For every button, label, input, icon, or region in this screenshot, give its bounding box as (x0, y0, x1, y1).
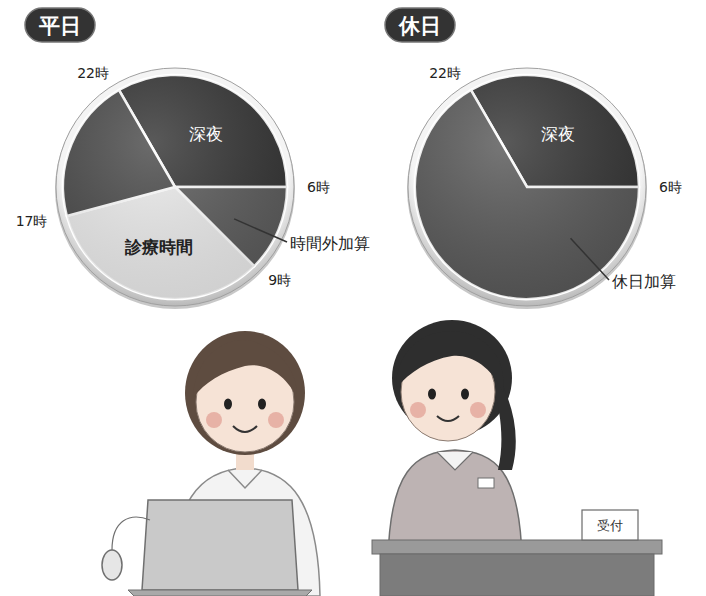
cheek (410, 402, 426, 418)
title-badge (25, 8, 95, 42)
slice-label: 深夜 (189, 124, 223, 144)
pie-rim (408, 68, 646, 306)
slice-label: 深夜 (541, 124, 575, 144)
title-badge (385, 8, 455, 42)
pie-shadow (55, 69, 295, 309)
cheek (470, 402, 486, 418)
mouth (437, 416, 459, 421)
eye (224, 399, 232, 410)
mouse (102, 550, 122, 580)
tick-label: 22時 (77, 65, 109, 81)
figure: 深夜時間外加算 診療時間 22時 6時 9時 17時 平日深夜休日加算 22時 6時 休日受付 (0, 0, 706, 596)
hair-back (185, 331, 305, 455)
eye (258, 399, 266, 410)
pie-chart: 深夜時間外加算 診療時間 22時 6時 9時 17時 平日 (16, 8, 370, 309)
illustrations: 受付 (102, 320, 662, 596)
desk-front (380, 554, 654, 596)
slices (63, 75, 287, 299)
pie-rim (56, 68, 294, 306)
pie-slice (415, 90, 639, 299)
chart-title: 平日 (38, 14, 81, 38)
name-tag (478, 478, 494, 488)
reception-sign (582, 510, 638, 540)
tick-label: 22時 (429, 65, 461, 81)
eye (461, 389, 469, 400)
slice-label: 時間外加算 (290, 234, 370, 253)
pie-chart: 深夜休日加算 22時 6時 休日 (385, 8, 682, 309)
mouse-cable (112, 517, 150, 550)
chart-title: 休日 (398, 14, 441, 38)
bangs (396, 331, 503, 392)
eye (428, 389, 436, 400)
leader-line (571, 238, 609, 280)
tick-label: 6時 (659, 179, 682, 195)
leader-line (234, 219, 287, 242)
collar (437, 452, 473, 470)
laptop (142, 500, 298, 590)
pie-shading (415, 75, 639, 299)
collar (228, 470, 262, 488)
bangs (193, 340, 297, 398)
receptionist: 受付 (372, 320, 662, 596)
laptop-base (128, 590, 312, 596)
hair-side (494, 380, 516, 470)
slice-label: 休日加算 (612, 272, 676, 291)
slices (415, 75, 639, 299)
cheek (206, 412, 222, 428)
pie-shadow (407, 69, 647, 309)
pie-shading (63, 75, 287, 299)
office-worker (102, 331, 320, 596)
mouth (233, 426, 257, 432)
slice-label: 診療時間 (124, 237, 193, 257)
tick-label: 17時 (16, 213, 48, 229)
desk-top (372, 540, 662, 554)
cheek (268, 412, 284, 428)
pie-slice (63, 90, 175, 216)
tick-label: 6時 (307, 179, 330, 195)
tick-label: 9時 (268, 272, 291, 288)
sign-text: 受付 (597, 518, 623, 533)
